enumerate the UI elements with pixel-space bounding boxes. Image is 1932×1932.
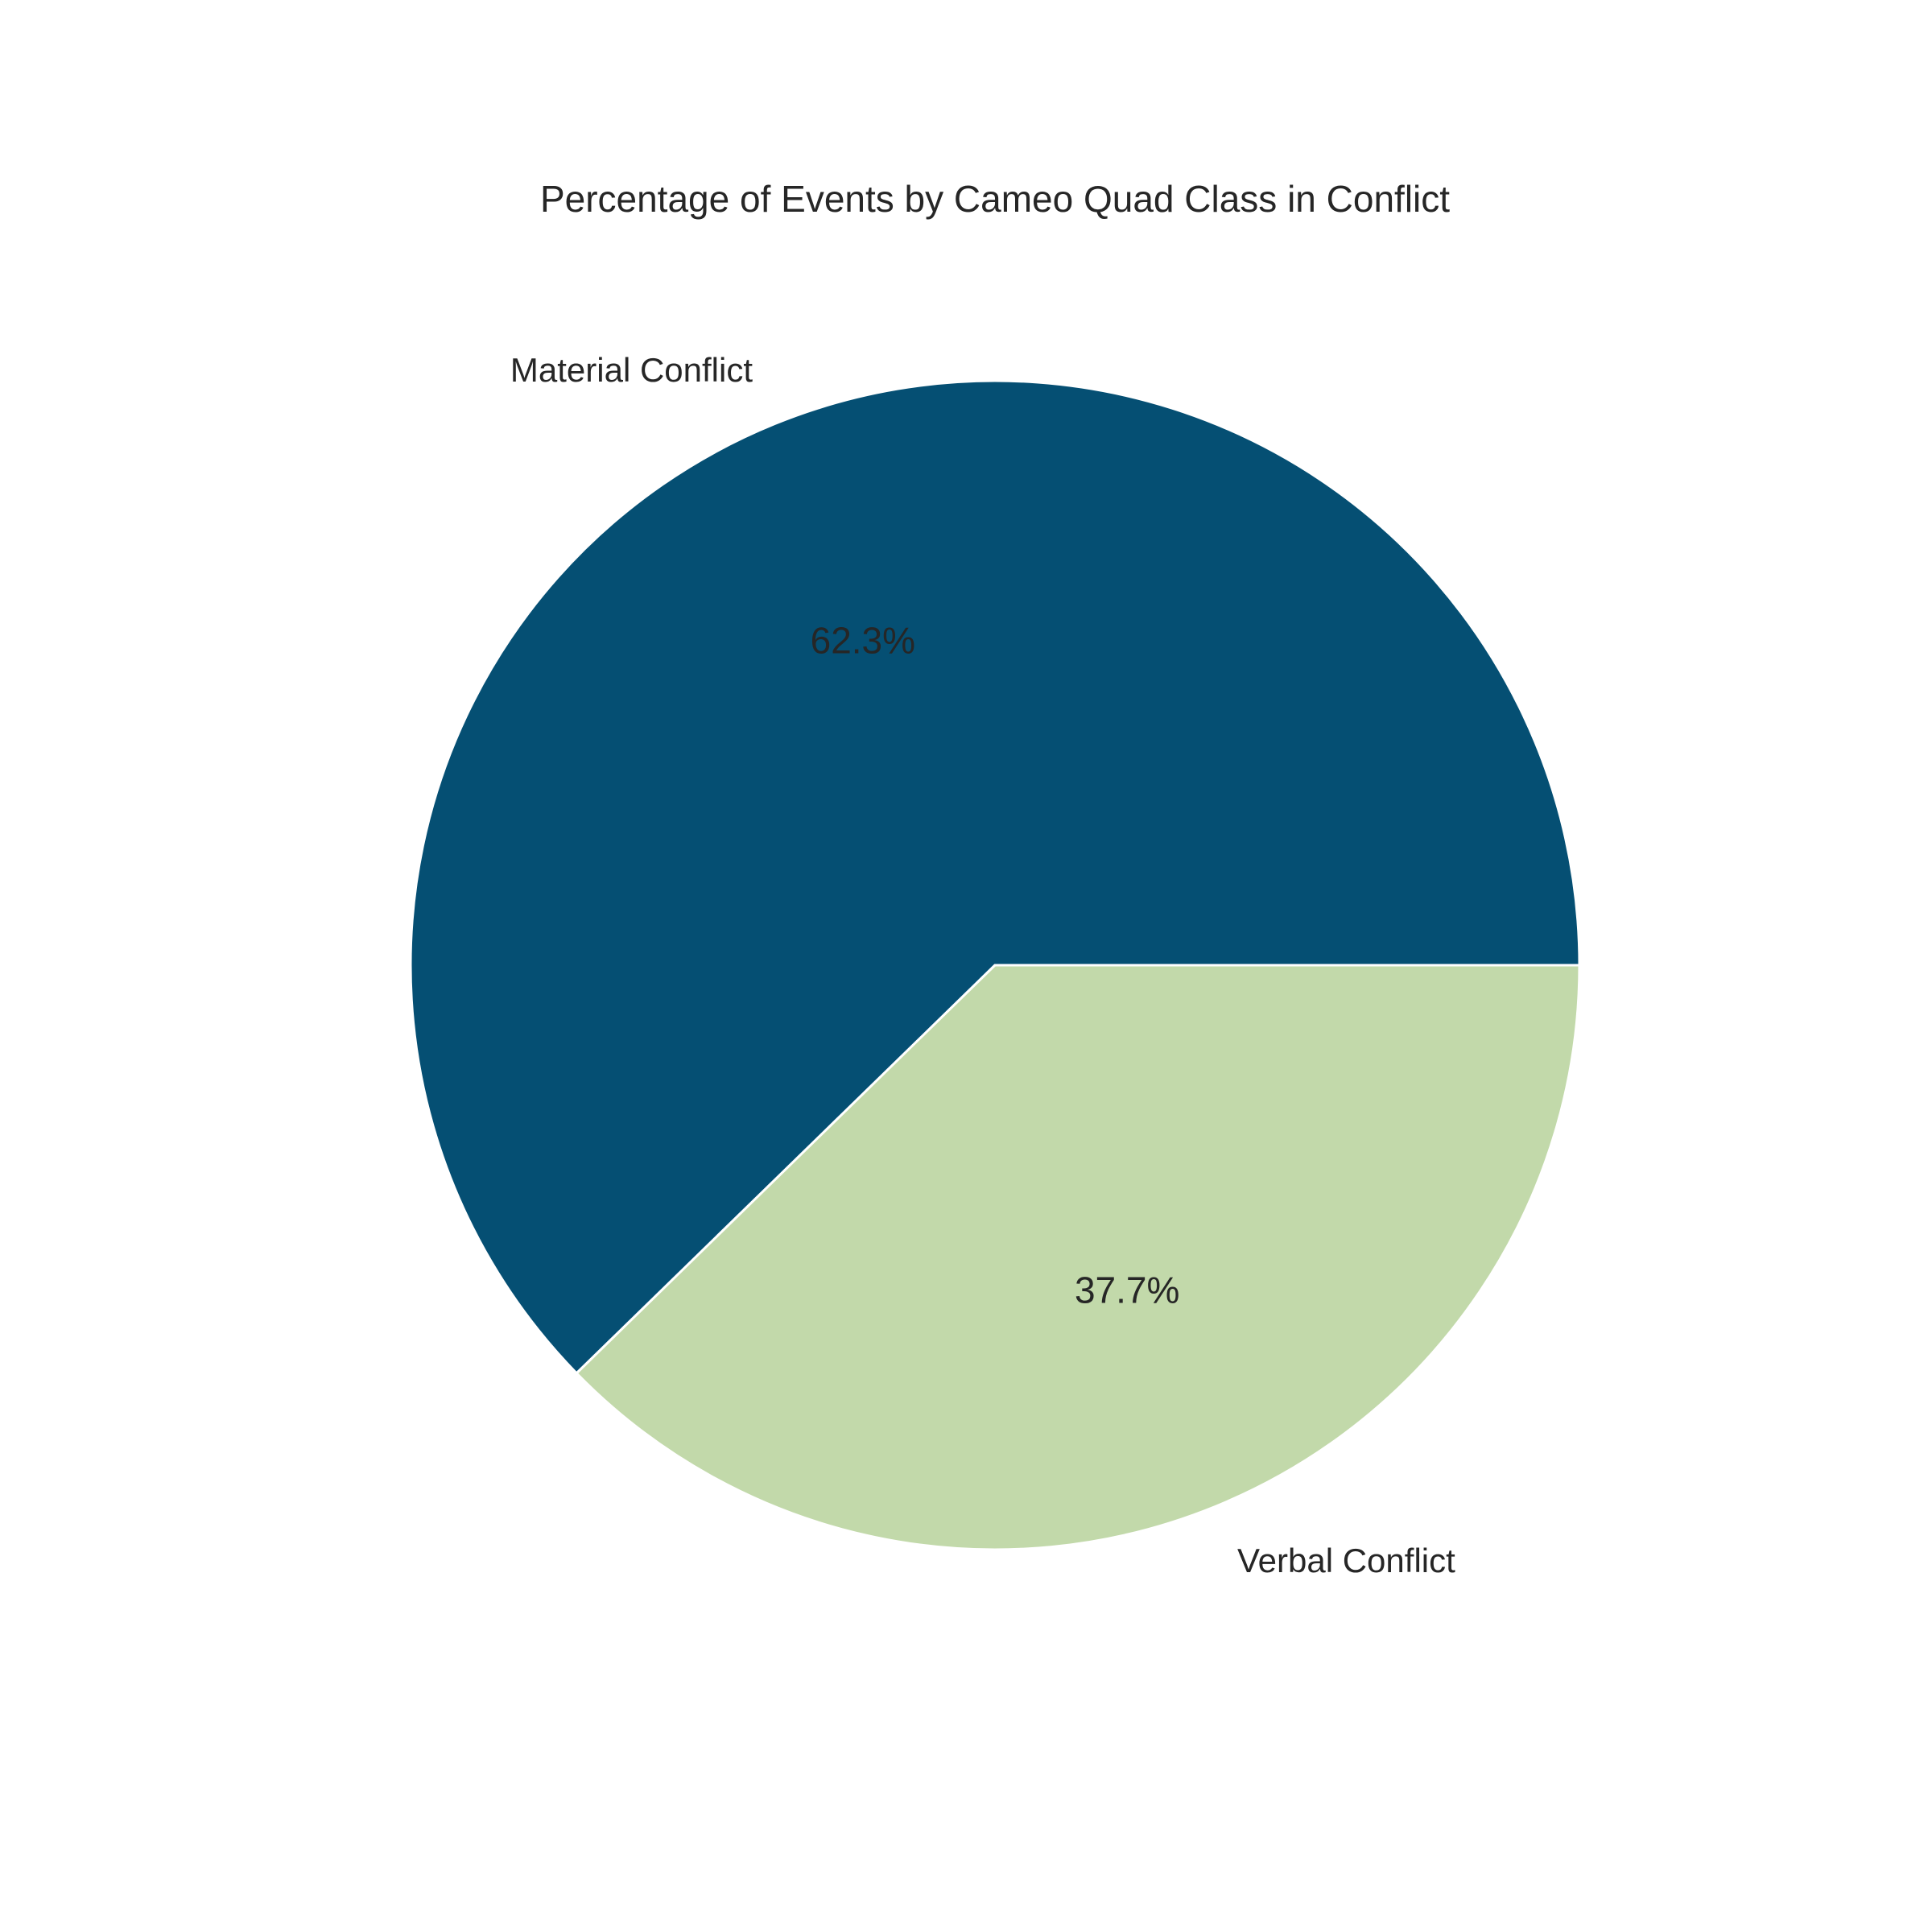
percent-label-material-conflict: 62.3% <box>811 620 915 662</box>
category-label-verbal-conflict: Verbal Conflict <box>1237 1542 1455 1579</box>
pie-labels: 62.3% Material Conflict 37.7% Verbal Confli… <box>510 351 1455 1579</box>
chart-title: Percentage of Events by Cameo Quad Class… <box>540 178 1450 220</box>
pie-slice-material-conflict <box>409 379 1581 1375</box>
category-label-material-conflict: Material Conflict <box>510 351 753 389</box>
percent-label-verbal-conflict: 37.7% <box>1075 1269 1179 1311</box>
pie-slices <box>409 379 1581 1551</box>
pie-slice-verbal-conflict <box>575 964 1581 1551</box>
